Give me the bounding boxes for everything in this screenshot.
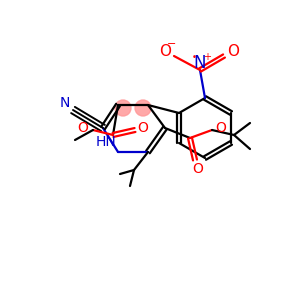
Text: N: N [194, 54, 206, 72]
Text: O: O [227, 44, 239, 59]
Circle shape [115, 100, 131, 116]
Text: HN: HN [96, 135, 116, 149]
Text: O: O [159, 44, 171, 59]
Text: +: + [203, 52, 211, 62]
Text: •: • [192, 52, 197, 62]
Text: −: − [167, 39, 177, 49]
Text: O: O [138, 121, 148, 135]
Text: O: O [216, 121, 226, 135]
Text: N: N [60, 96, 70, 110]
Text: O: O [78, 121, 88, 135]
Text: O: O [193, 162, 203, 176]
Circle shape [135, 100, 151, 116]
